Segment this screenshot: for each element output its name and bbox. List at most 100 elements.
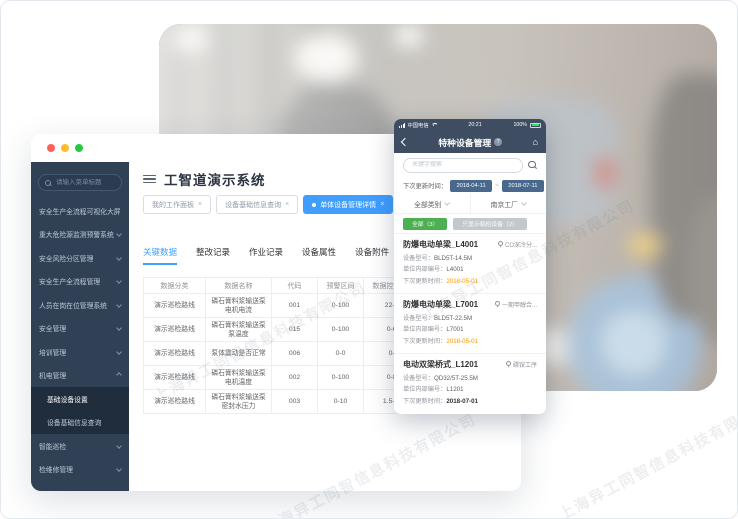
model-value: BLD5T-22.5M — [433, 314, 473, 322]
app-title: 工智道演示系统 — [164, 173, 266, 188]
sidebar-item-training-mgmt[interactable]: 培训管理 — [31, 340, 129, 364]
tab-work-records[interactable]: 作业记录 — [249, 247, 284, 257]
clock-label: 20:21 — [468, 122, 482, 128]
carrier-label: 中国电信 — [407, 123, 429, 129]
tab-device-attachments[interactable]: 设备附件 — [355, 247, 390, 257]
sidebar-item-safety-mgmt[interactable]: 安全管理 — [31, 317, 129, 341]
sidebar: 安全生产全流程可视化大屏 重大危险源监测预警系统 安全风险分区管理 安全生产全流… — [31, 162, 129, 491]
watermark: 上海异工同智信息科技有限公司 — [556, 397, 738, 519]
maximize-window-button[interactable] — [75, 144, 83, 152]
hamburger-menu-icon[interactable] — [143, 174, 156, 184]
table-header-row: 数据分类 数据名称 代码 预警区间 数据控制区间 — [143, 277, 424, 294]
close-tab-icon[interactable]: × — [198, 201, 203, 208]
sidebar-item-maintenance-mgmt[interactable]: 检维修管理 — [31, 458, 129, 482]
battery-icon — [530, 122, 541, 128]
category-select[interactable]: 全部类别 — [394, 194, 471, 213]
next-update-value: 2018-05-01 — [446, 337, 478, 345]
chevron-down-icon — [116, 466, 122, 473]
location-pin-icon — [497, 241, 504, 248]
chevron-down-icon — [116, 254, 122, 261]
active-dot-icon — [312, 202, 317, 207]
sidebar-item-mech-elec-mgmt[interactable]: 机电管理 — [31, 364, 129, 388]
chevron-down-icon — [116, 301, 122, 308]
model-value: BLD5T-14.5M — [433, 254, 473, 262]
close-tab-icon[interactable]: × — [380, 201, 385, 208]
next-update-value: 2018-07-01 — [446, 397, 478, 405]
search-icon[interactable] — [528, 160, 537, 170]
key-data-table: 数据分类 数据名称 代码 预警区间 数据控制区间 演示巡检路线磷石膏料浆输送泵电… — [143, 277, 424, 414]
chevron-down-icon — [116, 278, 122, 285]
sidebar-item-risk-zone[interactable]: 安全风险分区管理 — [31, 246, 129, 270]
sidebar-item-visual-screen[interactable]: 安全生产全流程可视化大屏 — [39, 208, 121, 216]
chevron-down-icon — [116, 348, 122, 355]
chevron-down-icon — [521, 199, 527, 206]
home-icon[interactable]: ⌂ — [532, 136, 538, 147]
close-tab-icon[interactable]: × — [285, 201, 290, 208]
equipment-title: 电动双梁桥式_L1201 — [403, 360, 479, 369]
sidebar-search[interactable] — [38, 174, 124, 191]
keyword-search-input[interactable] — [410, 161, 516, 169]
tab-my-workpanel[interactable]: 我的工作面板 × — [143, 195, 212, 214]
equipment-location: 磷铵工序 — [512, 363, 537, 369]
phone-search-row — [394, 153, 546, 177]
tab-device-attrs[interactable]: 设备属性 — [302, 247, 337, 257]
wifi-icon — [431, 123, 437, 128]
sidebar-item-basic-device-setting[interactable]: 基础设备设置 — [31, 387, 129, 411]
equipment-list-item[interactable]: 防爆电动单梁_L4001 CO深冷分... 设备型号：BLD5T-14.5M 单… — [394, 233, 546, 293]
chevron-down-icon — [116, 442, 122, 449]
phone-screenshot: 中国电信 20:21 100% 特种设备管理 ? ⌂ 下次更新时间： — [394, 119, 546, 414]
tab-device-info-query[interactable]: 设备基础信息查询 × — [216, 195, 299, 214]
sidebar-item-smart-inspection[interactable]: 智能巡检 — [31, 434, 129, 458]
tab-key-data[interactable]: 关键数据 — [143, 246, 178, 265]
internal-no-value: L4001 — [446, 266, 464, 274]
chip-due-inspection[interactable]: 只显示临检设备（2） — [453, 217, 527, 230]
equipment-list-item[interactable]: 防爆电动单梁_L7001 一期甲醇合... 设备型号：BLD5T-22.5M 单… — [394, 293, 546, 353]
next-update-value: 2018-05-01 — [446, 277, 478, 285]
phone-nav-bar: 特种设备管理 ? ⌂ — [394, 131, 546, 153]
chevron-down-icon — [116, 231, 122, 238]
window-tab-bar: 我的工作面板 × 设备基础信息查询 × 单体设备管理详情 × — [143, 195, 521, 214]
date-range-separator: ~ — [495, 182, 499, 189]
sidebar-item-safety-process[interactable]: 安全生产全流程管理 — [31, 270, 129, 294]
date-from-button[interactable]: 2018-04-11 — [450, 179, 493, 192]
help-icon[interactable]: ? — [494, 138, 503, 146]
sidebar-item-device-info-query[interactable]: 设备基础信息查询 — [31, 410, 129, 434]
model-value: QD32/5T-25.5M — [433, 374, 478, 382]
equipment-title: 防爆电动单梁_L4001 — [403, 240, 479, 249]
tab-device-detail[interactable]: 单体设备管理详情 × — [303, 195, 394, 214]
search-icon — [45, 179, 51, 186]
equipment-location: 一期甲醇合... — [501, 303, 537, 309]
equipment-location: CO深冷分... — [504, 243, 537, 249]
chevron-down-icon — [444, 199, 451, 206]
signal-icon — [399, 122, 406, 128]
date-to-button[interactable]: 2018-07-11 — [501, 179, 544, 192]
chevron-up-icon — [116, 372, 122, 379]
location-pin-icon — [505, 361, 512, 368]
sidebar-search-input[interactable] — [54, 178, 124, 187]
location-pin-icon — [494, 301, 501, 308]
filter-selects: 全部类别 南京工厂 — [394, 194, 546, 214]
next-update-filter: 下次更新时间： 2018-04-11 ~ 2018-07-11 — [394, 177, 546, 194]
close-window-button[interactable] — [47, 144, 55, 152]
factory-select[interactable]: 南京工厂 — [471, 194, 547, 213]
equipment-list-item[interactable]: 电动双梁桥式_L1201 磷铵工序 设备型号：QD32/5T-25.5M 单位内… — [394, 353, 546, 413]
internal-no-value: L7001 — [446, 326, 464, 334]
phone-status-bar: 中国电信 20:21 100% — [394, 119, 546, 131]
equipment-title: 防爆电动单梁_L7001 — [403, 300, 479, 309]
internal-no-value: L1201 — [446, 386, 464, 394]
chevron-down-icon — [116, 325, 122, 332]
tab-rectify-records[interactable]: 整改记录 — [196, 247, 231, 257]
date-filter-label: 下次更新时间： — [403, 183, 448, 190]
sidebar-item-personnel[interactable]: 人员在岗在位管理系统 — [31, 293, 129, 317]
phone-page-title: 特种设备管理 — [438, 137, 492, 148]
chip-all[interactable]: 全部（3） — [403, 217, 448, 230]
sidebar-item-hazard-monitor[interactable]: 重大危险源监测预警系统 — [31, 223, 129, 247]
minimize-window-button[interactable] — [61, 144, 69, 152]
filter-chips: 全部（3） 只显示临检设备（2） — [394, 214, 546, 233]
